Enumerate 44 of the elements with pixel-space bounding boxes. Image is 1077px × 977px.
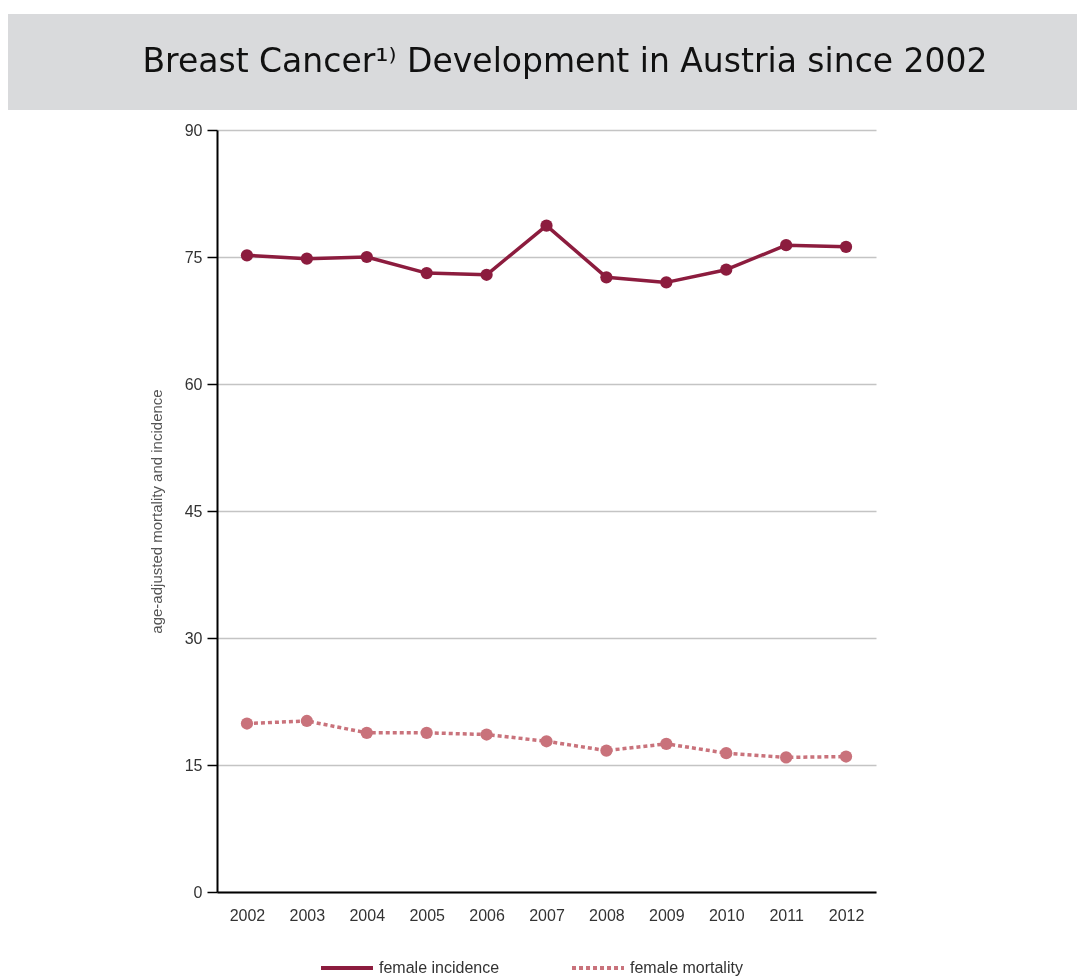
point: [360, 250, 373, 264]
x-tick-label: 2004: [349, 906, 386, 924]
y-tick-label: 15: [184, 756, 203, 774]
x-tick-label: 2009: [649, 906, 685, 924]
y-tick-label: 0: [193, 883, 203, 901]
point: [780, 751, 793, 764]
x-tick-label: 2002: [229, 906, 266, 924]
point: [420, 266, 433, 280]
point: [720, 747, 733, 760]
point: [480, 728, 493, 741]
x-tick-label: 2008: [589, 906, 625, 924]
y-tick-label: 75: [184, 248, 203, 266]
x-tick-label: 2012: [828, 906, 865, 924]
point: [839, 750, 853, 763]
legend-label: female incidence: [379, 959, 500, 976]
point: [240, 717, 254, 730]
chart-title: Breast Cancer¹⁾ Development in Austria since 2002: [142, 41, 988, 80]
point: [600, 271, 613, 284]
point: [780, 239, 793, 252]
point: [720, 263, 733, 276]
point: [420, 726, 433, 739]
y-axis-title: age-adjusted mortality and incidence: [147, 389, 165, 634]
point: [300, 252, 313, 265]
y-tick-label: 90: [184, 121, 203, 139]
y-tick-label: 45: [184, 502, 203, 520]
point: [660, 276, 673, 289]
x-tick-label: 2011: [769, 906, 804, 924]
point: [540, 735, 553, 748]
y-tick-label: 30: [184, 629, 203, 647]
x-tick-label: 2007: [529, 906, 565, 924]
point: [540, 219, 553, 232]
point: [300, 714, 313, 728]
x-tick-label: 2006: [469, 906, 505, 924]
point: [480, 268, 493, 281]
point: [839, 240, 853, 253]
point: [240, 249, 254, 262]
point: [360, 726, 373, 739]
point: [600, 744, 613, 757]
x-tick-label: 2010: [708, 906, 745, 924]
x-tick-label: 2003: [289, 906, 326, 924]
y-tick-label: 60: [184, 375, 203, 393]
x-tick-label: 2005: [409, 906, 446, 924]
legend-label: female mortality: [630, 959, 743, 976]
point: [660, 737, 673, 750]
